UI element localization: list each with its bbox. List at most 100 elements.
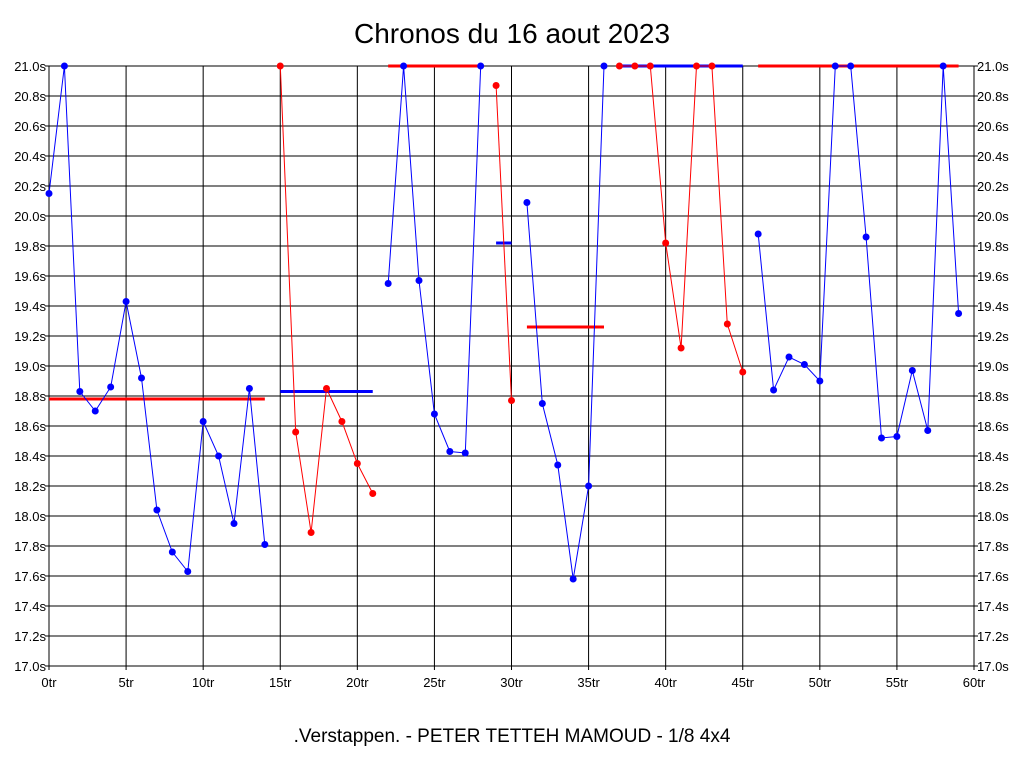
y-tick-label-left: 20.0s <box>14 209 46 224</box>
data-point <box>523 199 531 206</box>
chart-footer: .Verstappen. - PETER TETTEH MAMOUD - 1/8… <box>294 726 731 747</box>
data-point <box>91 407 99 415</box>
data-point <box>261 541 269 548</box>
data-point <box>785 353 793 361</box>
data-point <box>215 452 223 460</box>
y-tick-label-left: 20.4s <box>14 149 46 164</box>
data-point <box>168 548 176 556</box>
data-point <box>754 230 762 238</box>
data-point <box>230 520 238 527</box>
y-tick-label-left: 18.6s <box>14 419 46 434</box>
x-tick-label: 40tr <box>654 675 677 690</box>
data-point <box>76 388 84 395</box>
y-tick-label-right: 19.4s <box>977 299 1009 314</box>
x-tick-label: 55tr <box>886 675 909 690</box>
y-tick-label-left: 18.2s <box>14 479 46 494</box>
y-tick-label-right: 20.6s <box>977 119 1009 134</box>
y-tick-label-left: 18.8s <box>14 389 46 404</box>
series-segment <box>45 62 269 575</box>
series-segment <box>276 62 377 536</box>
x-tick-label: 20tr <box>346 675 369 690</box>
data-point <box>554 461 562 469</box>
data-point <box>184 568 192 575</box>
y-tick-label-left: 19.6s <box>14 269 46 284</box>
data-point <box>862 233 870 241</box>
x-tick-label: 25tr <box>423 675 446 690</box>
y-tick-label-right: 19.2s <box>977 329 1009 344</box>
y-tick-label-left: 17.0s <box>14 659 46 674</box>
data-point <box>646 62 654 70</box>
data-point <box>45 190 53 197</box>
data-point <box>492 82 500 89</box>
data-point <box>153 506 161 514</box>
series-line <box>526 65 605 580</box>
data-point <box>893 433 901 440</box>
y-tick-labels-right: 17.0s 17.2s 17.4s 17.6s 17.8s 18.0s 18.2s 18.4s… <box>977 59 1009 674</box>
x-tick-label: 35tr <box>577 675 600 690</box>
y-tick-label-right: 18.0s <box>977 509 1009 524</box>
y-tick-label-left: 21.0s <box>14 59 46 74</box>
data-point <box>600 62 608 70</box>
y-tick-label-left: 18.4s <box>14 449 46 464</box>
data-point <box>924 427 932 434</box>
series-layer <box>45 62 963 583</box>
y-tick-label-right: 20.2s <box>977 179 1009 194</box>
y-tick-label-right: 20.8s <box>977 89 1009 104</box>
x-tick-label: 15tr <box>269 675 292 690</box>
data-point <box>107 383 115 391</box>
data-point <box>446 448 454 455</box>
y-tick-label-right: 18.4s <box>977 449 1009 464</box>
data-point <box>816 377 824 385</box>
data-point <box>831 62 839 70</box>
data-point <box>477 62 485 70</box>
y-tick-label-right: 17.0s <box>977 659 1009 674</box>
y-tick-label-right: 19.6s <box>977 269 1009 284</box>
y-tick-label-left: 19.8s <box>14 239 46 254</box>
x-tick-label: 50tr <box>809 675 832 690</box>
y-tick-label-right: 18.6s <box>977 419 1009 434</box>
series-line <box>495 85 512 401</box>
x-tick-label: 10tr <box>192 675 215 690</box>
data-point <box>585 482 593 490</box>
data-point <box>739 368 747 376</box>
data-point <box>415 277 423 284</box>
y-tick-label-left: 20.6s <box>14 119 46 134</box>
x-tick-label: 0tr <box>41 675 57 690</box>
chart-title: Chronos du 16 aout 2023 <box>354 18 670 49</box>
data-point <box>400 62 408 70</box>
data-point <box>461 449 469 457</box>
y-tick-label-left: 17.8s <box>14 539 46 554</box>
x-tick-label: 5tr <box>118 675 134 690</box>
data-point <box>538 400 546 407</box>
y-tick-label-right: 20.4s <box>977 149 1009 164</box>
data-point <box>662 239 670 247</box>
series-segment <box>754 62 963 442</box>
data-point <box>338 418 346 425</box>
data-point <box>122 298 130 305</box>
plot-frame <box>48 65 975 667</box>
y-tick-label-left: 17.2s <box>14 629 46 644</box>
x-tick-label: 30tr <box>500 675 523 690</box>
y-tick-label-right: 19.0s <box>977 359 1009 374</box>
y-tick-label-left: 18.0s <box>14 509 46 524</box>
data-point <box>138 374 145 382</box>
data-point <box>878 434 885 442</box>
y-tick-label-right: 17.2s <box>977 629 1009 644</box>
data-point <box>770 386 778 394</box>
y-tick-label-right: 18.2s <box>977 479 1009 494</box>
data-point <box>955 310 963 317</box>
y-tick-label-left: 19.2s <box>14 329 46 344</box>
data-point <box>800 361 808 368</box>
data-point <box>384 280 392 287</box>
data-point <box>323 385 330 392</box>
data-point <box>723 320 731 328</box>
data-point <box>430 410 438 418</box>
y-tick-label-right: 17.8s <box>977 539 1009 554</box>
data-point <box>708 62 716 70</box>
data-point <box>693 62 700 70</box>
data-point <box>353 460 361 467</box>
data-point <box>199 418 207 425</box>
series-segment <box>615 62 747 376</box>
data-point <box>292 428 300 436</box>
y-tick-label-left: 19.0s <box>14 359 46 374</box>
